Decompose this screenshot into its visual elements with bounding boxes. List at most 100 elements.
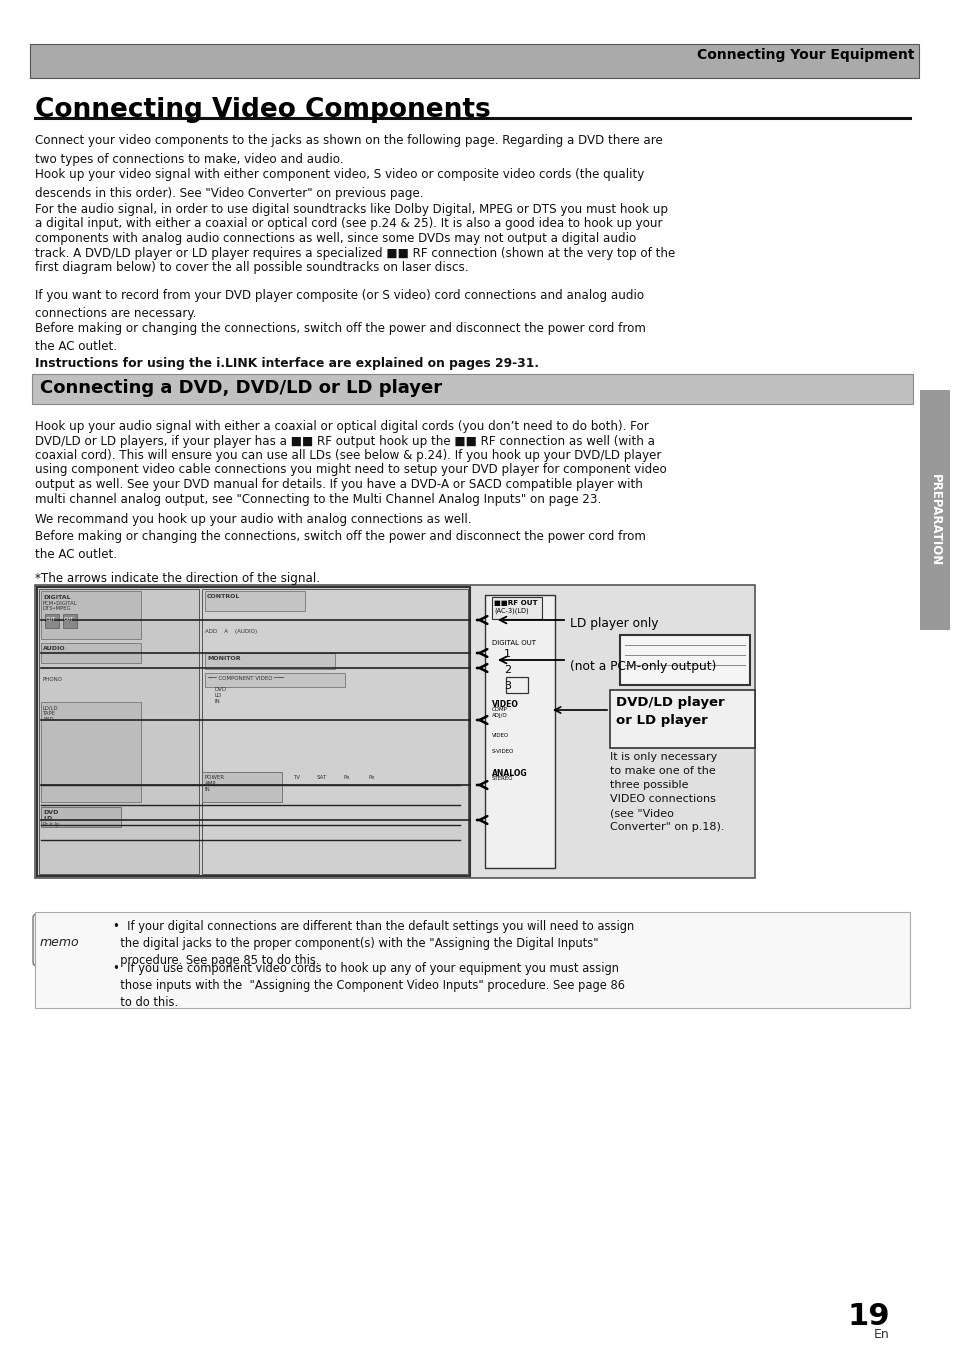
Circle shape [339, 785, 354, 799]
Text: Px: Px [343, 775, 350, 780]
Bar [35, 913, 909, 1008]
Bar [205, 673, 345, 687]
Circle shape [506, 615, 526, 635]
Text: MONITOR: MONITOR [207, 656, 240, 661]
Text: ■■RF OUT: ■■RF OUT [494, 600, 537, 607]
Text: first diagram below) to cover the all possible soundtracks on laser discs.: first diagram below) to cover the all po… [35, 262, 468, 274]
Circle shape [314, 785, 329, 799]
Text: •  If you use component video cords to hook up any of your equipment you must as: • If you use component video cords to ho… [112, 962, 624, 1010]
Circle shape [513, 621, 520, 630]
Bar [492, 597, 541, 619]
Circle shape [507, 735, 525, 752]
Bar [619, 635, 749, 685]
Circle shape [70, 661, 80, 670]
Text: (not a PCM-only output): (not a PCM-only output) [569, 661, 716, 673]
Text: AUDIO: AUDIO [43, 646, 66, 651]
Circle shape [509, 675, 524, 692]
Text: DIGITAL: DIGITAL [43, 594, 71, 600]
Text: a digital input, with either a coaxial or optical cord (see p.24 & 25). It is al: a digital input, with either a coaxial o… [35, 217, 661, 231]
Circle shape [365, 720, 378, 735]
Text: OUT: OUT [46, 617, 56, 621]
Circle shape [513, 739, 520, 747]
Text: ANALOG: ANALOG [492, 768, 527, 778]
Circle shape [339, 690, 354, 704]
Bar [609, 690, 754, 748]
Bar [205, 590, 305, 611]
Circle shape [314, 690, 329, 704]
Text: memo: memo [40, 936, 79, 949]
Bar [484, 594, 555, 868]
Circle shape [513, 758, 520, 766]
Text: Pr Ir Ip: Pr Ir Ip [43, 822, 59, 828]
Circle shape [290, 749, 304, 764]
Text: Connecting a DVD, DVD/LD or LD player: Connecting a DVD, DVD/LD or LD player [40, 379, 441, 398]
Text: •  If your digital connections are different than the default settings you will : • If your digital connections are differ… [112, 919, 634, 967]
Text: DTS•MPEG: DTS•MPEG [43, 607, 71, 611]
Bar [505, 677, 527, 693]
Circle shape [206, 611, 218, 623]
Circle shape [513, 806, 520, 813]
Circle shape [260, 611, 272, 623]
Text: If you want to record from your DVD player composite (or S video) cord connectio: If you want to record from your DVD play… [35, 288, 643, 321]
Text: CONTROL: CONTROL [207, 594, 240, 599]
Circle shape [509, 802, 524, 818]
Circle shape [283, 638, 294, 648]
Bar [202, 589, 468, 874]
Circle shape [522, 783, 529, 790]
Text: VIDEO: VIDEO [492, 700, 518, 709]
Text: It is only necessary
to make one of the
three possible
VIDEO connections
(see "V: It is only necessary to make one of the … [609, 752, 723, 832]
Circle shape [365, 690, 378, 704]
Circle shape [339, 735, 354, 749]
Circle shape [290, 735, 304, 749]
Text: LD/LD
TAPE
AND: LD/LD TAPE AND [43, 705, 58, 723]
Circle shape [513, 717, 520, 725]
Circle shape [242, 611, 253, 623]
Text: For the audio signal, in order to use digital soundtracks like Dolby Digital, MP: For the audio signal, in order to use di… [35, 204, 667, 216]
Text: LD player only: LD player only [569, 617, 658, 630]
Circle shape [208, 687, 235, 716]
Circle shape [509, 661, 524, 675]
Circle shape [243, 638, 254, 648]
Circle shape [263, 638, 274, 648]
Bar [205, 652, 335, 669]
Circle shape [62, 683, 71, 694]
Circle shape [365, 785, 378, 799]
Text: Before making or changing the connections, switch off the power and disconnect t: Before making or changing the connection… [35, 322, 645, 353]
Text: We recommand you hook up your audio with analog connections as well.: We recommand you hook up your audio with… [35, 514, 471, 526]
Text: 19: 19 [846, 1302, 889, 1330]
Circle shape [233, 687, 261, 716]
Circle shape [339, 720, 354, 735]
Circle shape [517, 779, 534, 795]
FancyBboxPatch shape [33, 914, 106, 967]
Text: ─── COMPONENT VIDEO ───: ─── COMPONENT VIDEO ─── [207, 675, 284, 681]
Text: output as well. See your DVD manual for details. If you have a DVD-A or SACD com: output as well. See your DVD manual for … [35, 479, 642, 491]
Text: 3: 3 [503, 681, 511, 692]
Circle shape [314, 749, 329, 764]
Text: Instructions for using the i.LINK interface are explained on pages 29-31.: Instructions for using the i.LINK interf… [35, 357, 538, 369]
Text: DVD/LD player
or LD player: DVD/LD player or LD player [616, 696, 724, 727]
Circle shape [499, 779, 516, 795]
Text: using component video cable connections you might need to setup your DVD player : using component video cable connections … [35, 464, 666, 476]
Bar [41, 590, 141, 639]
Circle shape [314, 735, 329, 749]
Text: Hook up your video signal with either component video, S video or composite vide: Hook up your video signal with either co… [35, 168, 643, 200]
Circle shape [290, 690, 304, 704]
Text: ADD    A    (AUDIO): ADD A (AUDIO) [205, 630, 257, 634]
Text: 1: 1 [503, 648, 511, 659]
Bar [35, 585, 754, 878]
Text: S-VIDEO: S-VIDEO [492, 749, 514, 754]
Text: Px: Px [369, 775, 375, 780]
Text: Hook up your audio signal with either a coaxial or optical digital cords (you do: Hook up your audio signal with either a … [35, 421, 648, 433]
Circle shape [504, 783, 511, 790]
Bar [45, 613, 59, 628]
Circle shape [48, 661, 58, 670]
Text: DVD
LD
IN: DVD LD IN [214, 687, 227, 704]
Bar [63, 613, 77, 628]
Text: PREPARATION: PREPARATION [927, 474, 941, 566]
Bar [37, 586, 470, 876]
Text: POWER
AMP
IN: POWER AMP IN [205, 775, 225, 791]
Text: TV: TV [294, 775, 300, 780]
Circle shape [507, 712, 525, 731]
Circle shape [513, 681, 520, 687]
Bar [41, 643, 141, 663]
